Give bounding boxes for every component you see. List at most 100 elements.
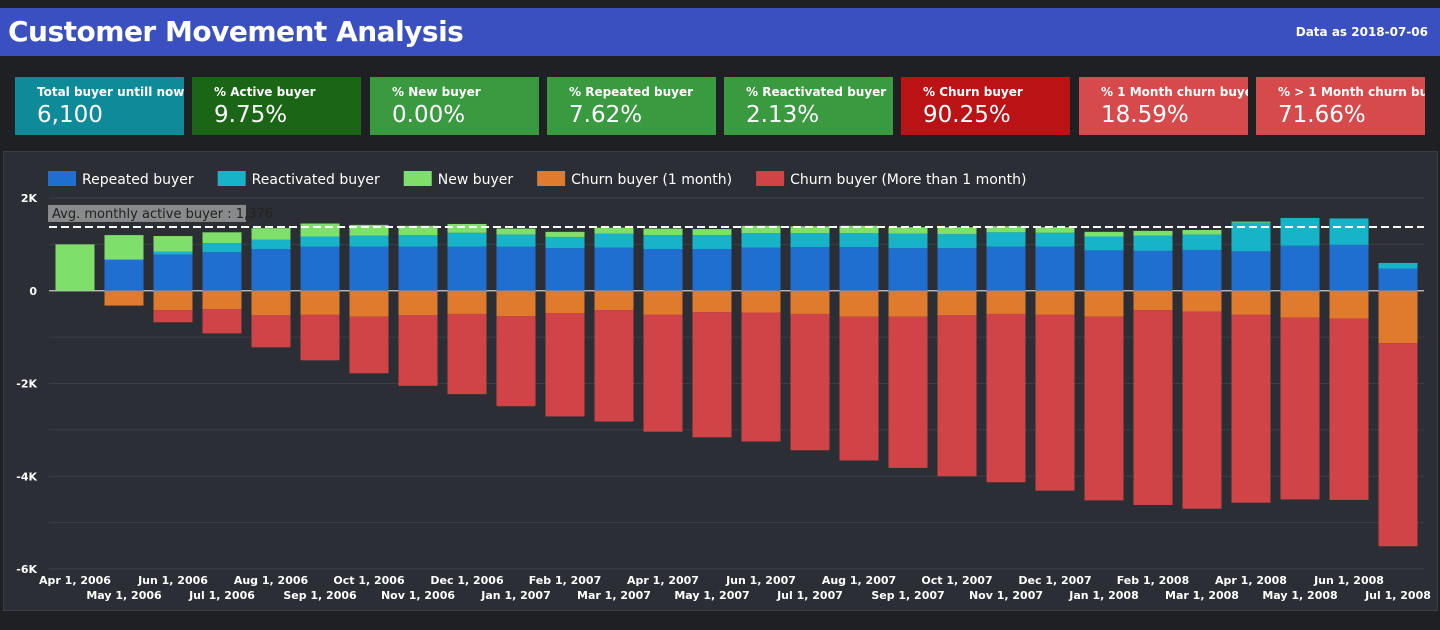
kpi-value: 90.25% bbox=[923, 102, 1011, 128]
bar-segment-churn-1m bbox=[986, 290, 1026, 314]
customer-movement-chart: 2K 0 -2K -4K -6K Avg. monthly active buyer : … bbox=[16, 171, 1431, 602]
x-tick-label: Mar 1, 2008 bbox=[1165, 589, 1239, 602]
bar-segment-reactivated bbox=[1378, 262, 1418, 269]
bar-segment-new bbox=[1231, 221, 1271, 223]
bar-segment-churn-more bbox=[545, 313, 585, 417]
bar-segment-reactivated bbox=[790, 233, 830, 248]
bar-segment-churn-1m bbox=[398, 290, 438, 316]
bar-segment-churn-1m bbox=[1329, 290, 1369, 319]
x-tick-label: Feb 1, 2008 bbox=[1117, 574, 1190, 587]
bar-segment-churn-1m bbox=[1378, 290, 1418, 344]
x-tick-label: Apr 1, 2006 bbox=[39, 574, 111, 587]
kpi-label: % 1 Month churn buyer bbox=[1101, 85, 1248, 99]
bar-segment-churn-1m bbox=[643, 290, 683, 315]
x-tick-label: Oct 1, 2006 bbox=[333, 574, 405, 587]
legend-swatch bbox=[217, 171, 246, 186]
bar-segment-churn-1m bbox=[937, 290, 977, 316]
kpi-value: 6,100 bbox=[37, 102, 103, 128]
bar-segment-churn-more bbox=[937, 315, 977, 477]
bar-segment-churn-1m bbox=[594, 290, 634, 311]
x-tick-label: Jul 1, 2008 bbox=[1364, 589, 1431, 602]
bar-segment-reactivated bbox=[202, 242, 242, 253]
kpi-value: 7.62% bbox=[569, 102, 643, 128]
bar-segment-churn-more bbox=[1182, 311, 1222, 509]
bar-segment-reactivated bbox=[594, 233, 634, 248]
bar-segment-churn-more bbox=[986, 313, 1026, 483]
bar-segment-churn-1m bbox=[839, 290, 879, 317]
bar-segment-repeated bbox=[300, 246, 340, 291]
bar-segment-repeated bbox=[496, 246, 536, 291]
bar-segment-repeated bbox=[741, 247, 781, 291]
kpi-new-buyer: % New buyer 0.00% bbox=[370, 77, 539, 135]
x-tick-label: Jun 1, 2007 bbox=[725, 574, 796, 587]
bar-segment-repeated bbox=[1231, 251, 1271, 291]
bar-segment-repeated bbox=[888, 248, 928, 291]
bar-segment-churn-more bbox=[398, 315, 438, 386]
kpi-over-1-month-churn: % > 1 Month churn buyer 71.66% bbox=[1256, 77, 1425, 135]
bar-segment-churn-1m bbox=[104, 290, 144, 306]
bar-segment-churn-1m bbox=[1231, 290, 1271, 315]
bar-segment-repeated bbox=[1133, 250, 1173, 291]
bar-segment-churn-more bbox=[251, 315, 291, 348]
bar-segment-new bbox=[251, 228, 291, 240]
bar-segment-churn-more bbox=[1035, 314, 1075, 491]
bar-segment-churn-more bbox=[1280, 317, 1320, 500]
bar-segment-churn-1m bbox=[790, 290, 830, 314]
y-tick-label: -4K bbox=[16, 470, 37, 483]
bar-segment-repeated bbox=[202, 252, 242, 291]
bar-segment-churn-more bbox=[741, 312, 781, 442]
legend-label: New buyer bbox=[438, 172, 514, 188]
bar-segment-repeated bbox=[986, 246, 1026, 291]
x-tick-label: Aug 1, 2006 bbox=[234, 574, 309, 587]
bar-segment-repeated bbox=[251, 249, 291, 291]
legend-swatch bbox=[756, 171, 785, 186]
kpi-churn-buyer: % Churn buyer 90.25% bbox=[901, 77, 1070, 135]
bar-segment-repeated bbox=[1084, 250, 1124, 291]
x-tick-label: Sep 1, 2007 bbox=[871, 589, 944, 602]
legend-label: Churn buyer (More than 1 month) bbox=[790, 172, 1026, 188]
bar-segment-churn-1m bbox=[741, 290, 781, 313]
bar-segment-new bbox=[349, 224, 389, 236]
bar-segment-churn-more bbox=[1084, 316, 1124, 501]
bar-segment-reactivated bbox=[692, 235, 732, 250]
bar-segment-repeated bbox=[398, 246, 438, 291]
bar-segment-reactivated bbox=[1084, 236, 1124, 251]
kpi-active-buyer: % Active buyer 9.75% bbox=[192, 77, 361, 135]
bar-segment-repeated bbox=[545, 248, 585, 291]
bar-segment-reactivated bbox=[643, 235, 683, 250]
legend-swatch bbox=[537, 171, 566, 186]
kpi-value: 0.00% bbox=[392, 102, 466, 128]
kpi-label: % Repeated buyer bbox=[569, 85, 694, 99]
x-tick-label: Sep 1, 2006 bbox=[283, 589, 357, 602]
bar-segment-repeated bbox=[153, 254, 193, 291]
x-tick-label: May 1, 2006 bbox=[86, 589, 162, 602]
bar-segment-new bbox=[398, 225, 438, 236]
bar-segment-reactivated bbox=[300, 236, 340, 247]
bar-segment-reactivated bbox=[1182, 234, 1222, 250]
bar-segment-churn-more bbox=[888, 316, 928, 468]
bar-segment-churn-1m bbox=[692, 290, 732, 313]
bar-segment-reactivated bbox=[447, 232, 487, 247]
bar-segment-repeated bbox=[349, 246, 389, 291]
bar-segment-new bbox=[937, 227, 977, 235]
legend-swatch bbox=[403, 171, 432, 186]
bar-segment-new bbox=[202, 232, 242, 243]
bar-segment-new bbox=[300, 223, 340, 237]
kpi-label: Total buyer untill now bbox=[37, 85, 184, 99]
y-tick-label: -6K bbox=[16, 563, 37, 576]
bar-segment-repeated bbox=[1329, 244, 1369, 291]
bar-segment-repeated bbox=[790, 247, 830, 291]
bar-segment-new bbox=[986, 226, 1026, 233]
bar-segment-repeated bbox=[1182, 249, 1222, 291]
header-bar: Customer Movement Analysis Data as 2018-… bbox=[0, 8, 1440, 56]
x-tick-label: Jul 1, 2007 bbox=[776, 589, 843, 602]
kpi-label: % New buyer bbox=[392, 85, 481, 99]
x-tick-label: Nov 1, 2007 bbox=[969, 589, 1043, 602]
bar-segment-churn-1m bbox=[300, 290, 340, 315]
bar-segment-reactivated bbox=[153, 251, 193, 255]
bar-segment-churn-1m bbox=[1133, 290, 1173, 311]
bar-segment-new bbox=[104, 235, 144, 260]
bar-segment-repeated bbox=[1378, 268, 1418, 291]
kpi-reactivated-buyer: % Reactivated buyer 2.13% bbox=[724, 77, 893, 135]
bar-segment-new bbox=[741, 225, 781, 234]
